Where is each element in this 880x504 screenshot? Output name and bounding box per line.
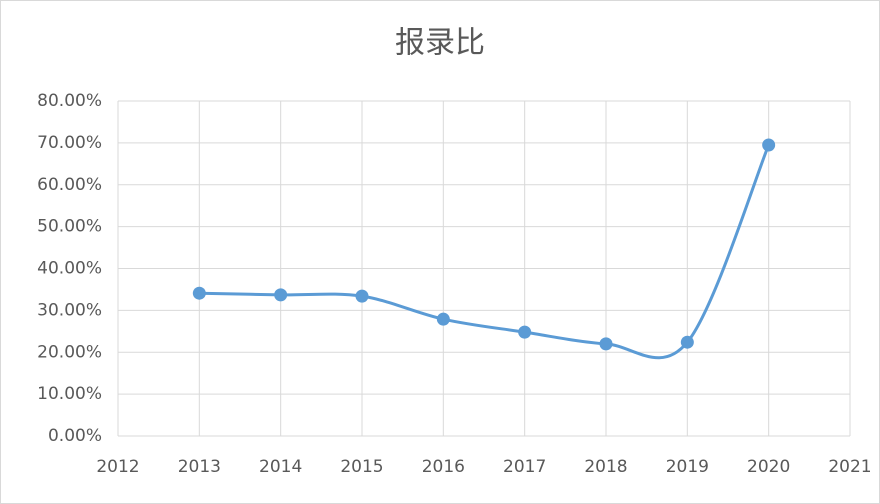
- data-point: [355, 289, 369, 303]
- x-tick-label: 2019: [666, 457, 709, 477]
- x-tick-label: 2013: [178, 457, 221, 477]
- data-point: [599, 337, 613, 351]
- y-tick-label: 60.00%: [37, 175, 102, 195]
- y-tick-label: 0.00%: [48, 426, 102, 446]
- data-point: [680, 335, 694, 349]
- x-tick-label: 2021: [828, 457, 871, 477]
- x-tick-label: 2020: [747, 457, 790, 477]
- x-tick-label: 2012: [96, 457, 139, 477]
- chart-title: 报录比: [395, 26, 485, 61]
- y-tick-label: 40.00%: [37, 259, 102, 279]
- x-tick-label: 2015: [340, 457, 383, 477]
- data-point: [518, 325, 532, 339]
- y-tick-label: 20.00%: [37, 342, 102, 362]
- data-point: [762, 138, 776, 152]
- y-tick-label: 10.00%: [37, 384, 102, 404]
- series-line: [199, 144, 771, 360]
- data-point: [436, 312, 450, 326]
- y-tick-label: 70.00%: [37, 133, 102, 153]
- x-tick-label: 2018: [584, 457, 627, 477]
- x-tick-label: 2017: [503, 457, 546, 477]
- data-point: [274, 288, 288, 302]
- data-point: [192, 286, 206, 300]
- y-tick-label: 50.00%: [37, 217, 102, 237]
- y-tick-label: 30.00%: [37, 300, 102, 320]
- x-tick-label: 2016: [422, 457, 465, 477]
- y-tick-label: 80.00%: [37, 91, 102, 111]
- x-tick-label: 2014: [259, 457, 302, 477]
